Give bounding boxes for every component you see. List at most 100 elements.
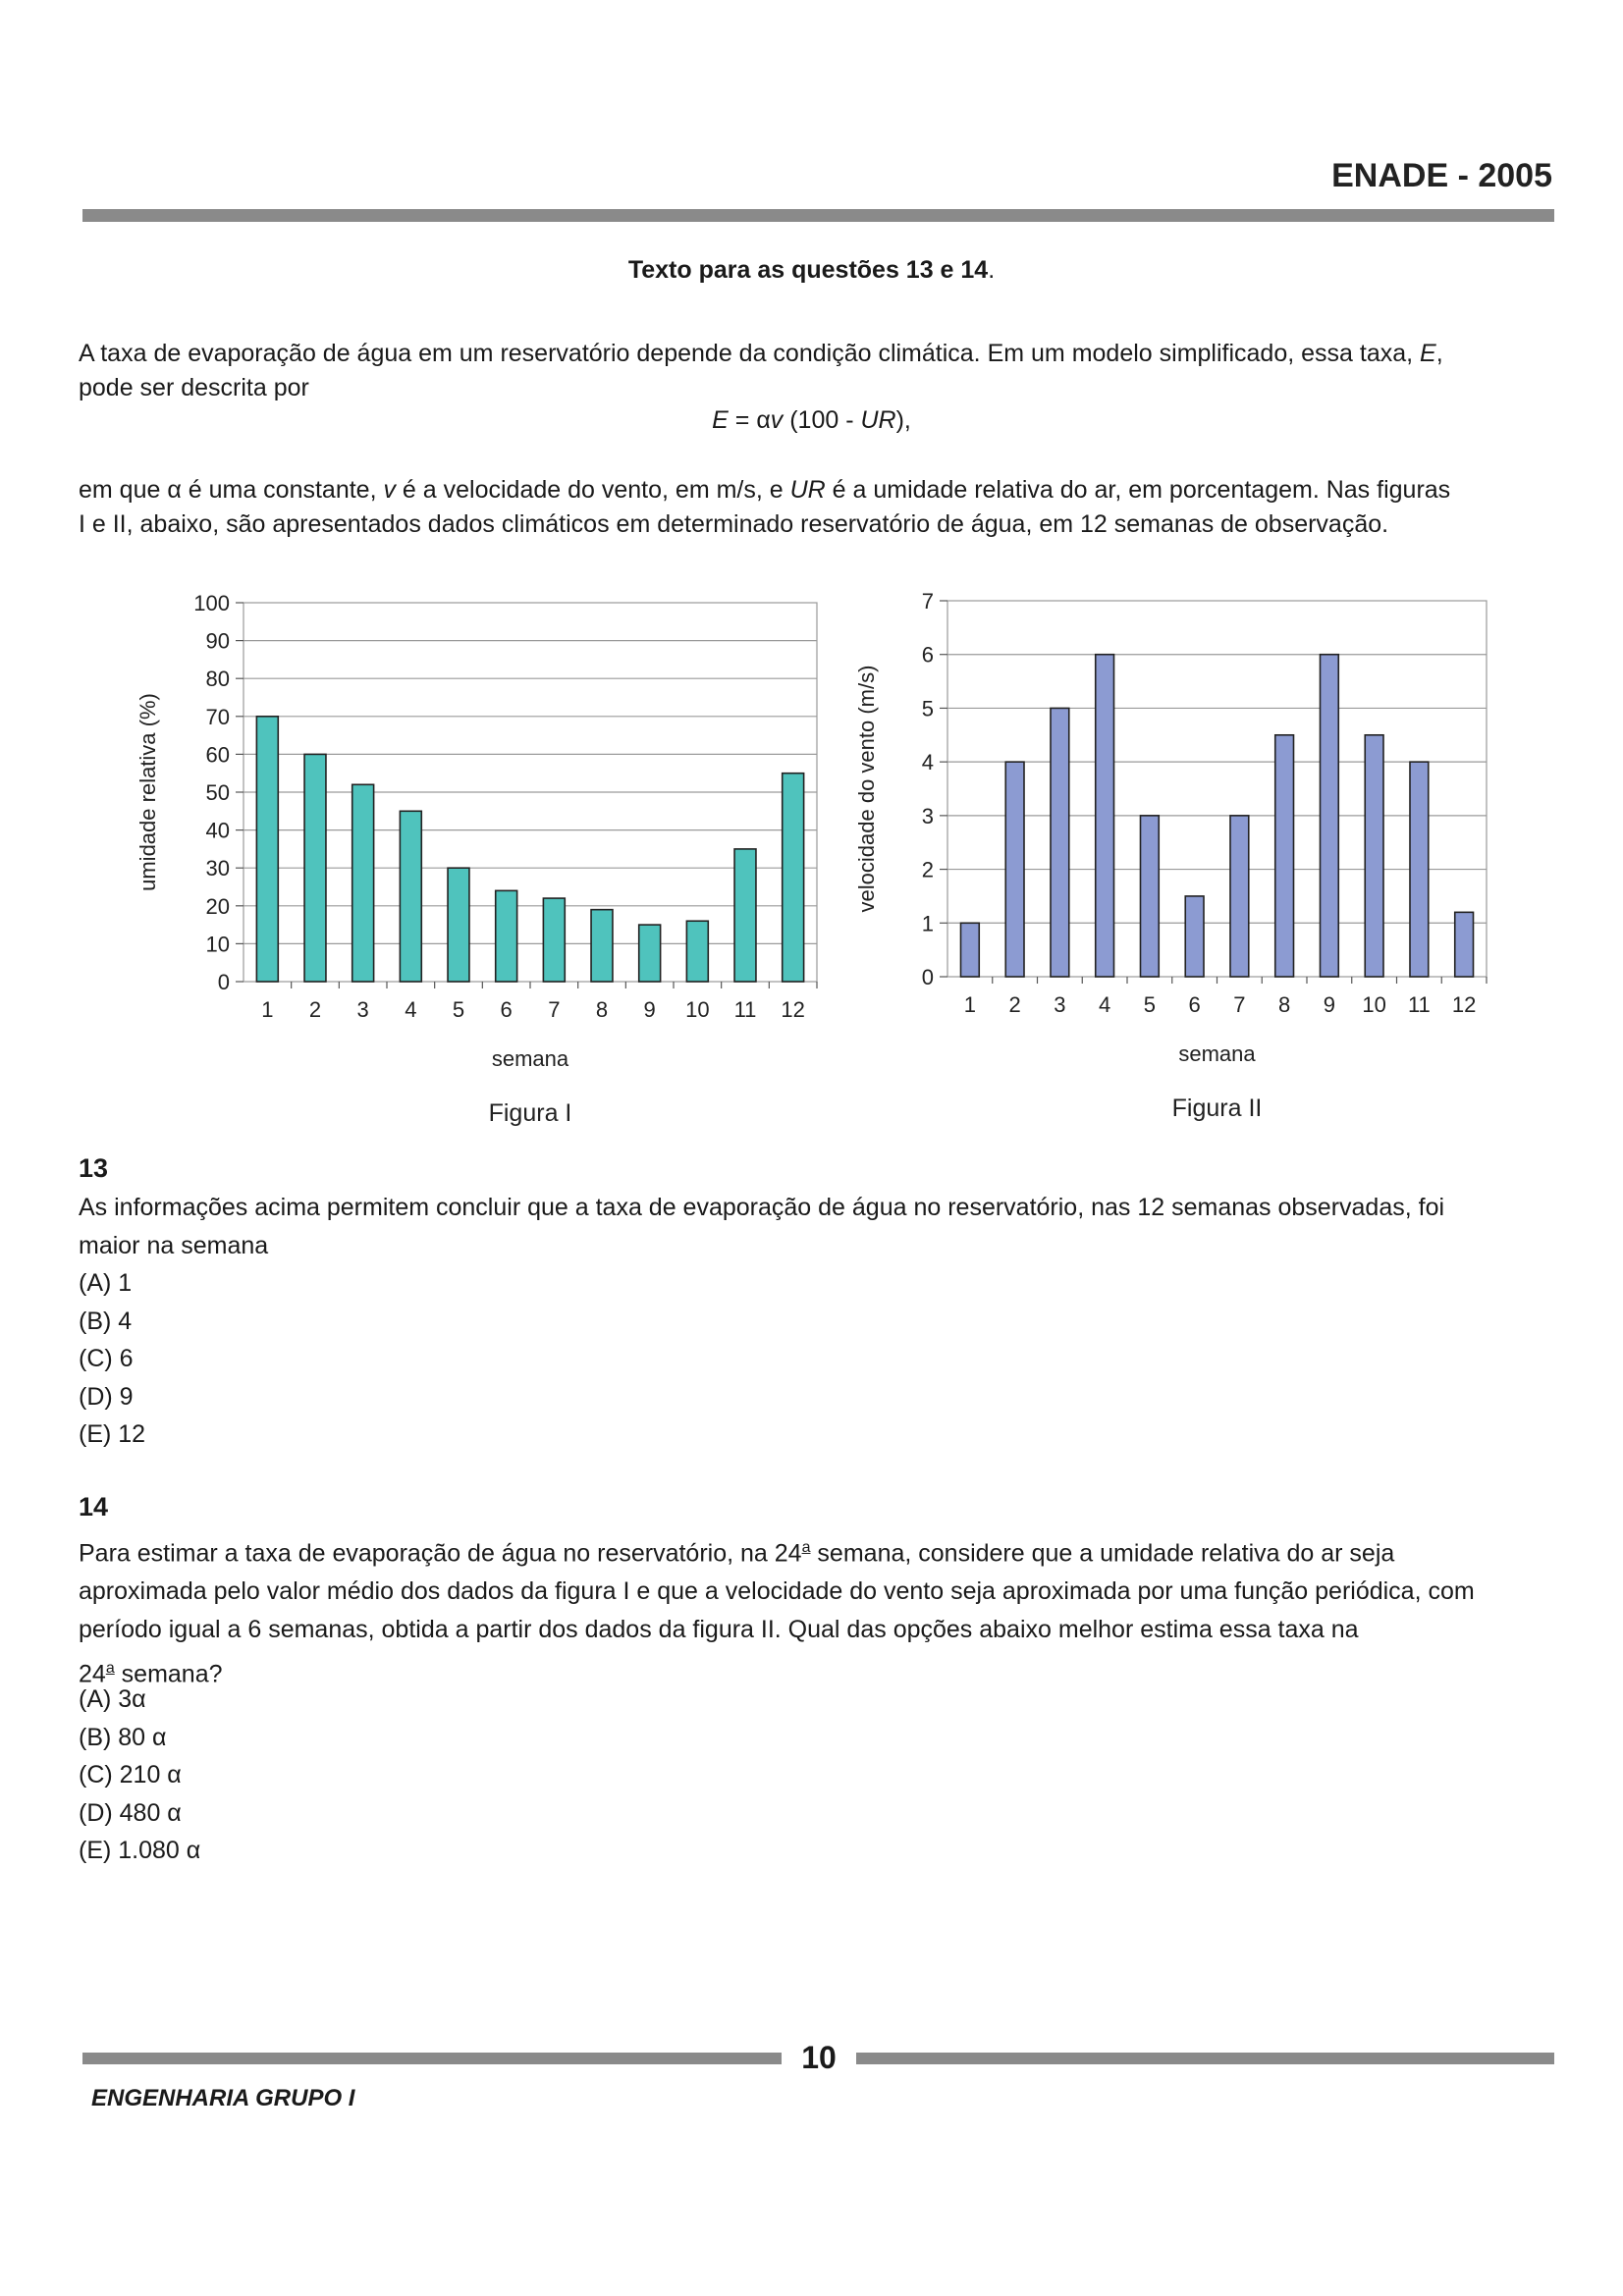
intro-paragraph: A taxa de evaporação de água em um reser… [79,337,1551,405]
y-axis-label: velocidade do vento (m/s) [854,666,879,913]
x-tick-label: 9 [1324,992,1335,1017]
bar [686,921,708,982]
y-tick-label: 20 [206,894,230,919]
y-tick-label: 40 [206,819,230,843]
bar [1275,735,1294,977]
bar [1051,708,1069,977]
footer-divider-right [856,2053,1554,2064]
question-14-line-4: 24a semana? [79,1649,1551,1693]
y-axis-label: umidade relativa (%) [135,693,160,891]
x-tick-label: 12 [1452,992,1476,1017]
bar [1320,655,1338,977]
question-14-line-1: Para estimar a taxa de evaporação de águ… [79,1528,1551,1573]
figure-caption: Figura II [1172,1095,1263,1122]
option-a: (A) 1 [79,1264,145,1303]
bar [1185,896,1204,977]
y-tick-label: 4 [922,750,934,774]
question-13-number: 13 [79,1153,108,1184]
y-tick-label: 6 [922,643,934,667]
figure-1-humidity-chart: 0102030405060708090100123456789101112sem… [118,579,844,1129]
y-tick-label: 1 [922,911,934,935]
page-number: 10 [782,2040,856,2076]
x-tick-label: 7 [548,997,560,1022]
figure-2-wind-chart: 01234567123456789101112semanavelocidade … [844,579,1532,1129]
x-tick-label: 2 [309,997,321,1022]
bar [1140,816,1159,977]
x-tick-label: 6 [1189,992,1201,1017]
y-tick-label: 7 [922,589,934,614]
question-13-line-1: As informações acima permitem concluir q… [79,1189,1551,1227]
bar [1410,762,1429,977]
bar [304,754,326,982]
x-tick-label: 3 [357,997,369,1022]
figure-caption: Figura I [489,1099,572,1127]
x-tick-label: 3 [1054,992,1065,1017]
footer-divider-left [82,2053,782,2064]
y-tick-label: 70 [206,705,230,729]
x-tick-label: 4 [405,997,416,1022]
definitions-paragraph: em que α é uma constante, v é a velocida… [79,473,1551,542]
option-d: (D) 480 α [79,1794,200,1833]
x-axis-label: semana [1178,1041,1256,1066]
section-heading: Texto para as questões 13 e 14. [0,256,1623,285]
y-tick-label: 0 [218,970,230,994]
bar [1365,735,1383,977]
question-14-options: (A) 3α (B) 80 α (C) 210 α (D) 480 α (E) … [79,1681,200,1870]
x-tick-label: 1 [261,997,273,1022]
bar [1230,816,1249,977]
question-13-text: As informações acima permitem concluir q… [79,1189,1551,1265]
x-tick-label: 6 [501,997,513,1022]
section-heading-text: Texto para as questões 13 e 14 [628,256,988,284]
bar [783,774,804,982]
x-tick-label: 11 [734,997,757,1022]
y-tick-label: 10 [206,932,230,956]
option-c: (C) 210 α [79,1756,200,1794]
bar [448,868,469,982]
question-14-text: Para estimar a taxa de evaporação de águ… [79,1528,1551,1694]
option-a: (A) 3α [79,1681,200,1719]
question-14-number: 14 [79,1492,108,1522]
bar [639,925,661,982]
x-tick-label: 10 [1362,992,1385,1017]
x-tick-label: 2 [1009,992,1021,1017]
question-14-line-2: aproximada pelo valor médio dos dados da… [79,1573,1551,1611]
y-tick-label: 60 [206,742,230,767]
x-tick-label: 12 [781,997,804,1022]
question-13-options: (A) 1 (B) 4 (C) 6 (D) 9 (E) 12 [79,1264,145,1454]
question-14-line-3: período igual a 6 semanas, obtida a part… [79,1611,1551,1649]
x-tick-label: 7 [1233,992,1245,1017]
option-d: (D) 9 [79,1378,145,1416]
bar [591,910,613,982]
intro-line-2: pode ser descrita por [79,371,1551,405]
y-tick-label: 3 [922,804,934,828]
x-tick-label: 5 [453,997,464,1022]
bar [1096,655,1114,977]
x-tick-label: 1 [964,992,976,1017]
x-tick-label: 5 [1144,992,1156,1017]
x-tick-label: 8 [596,997,608,1022]
bar [256,717,278,982]
equation: E = αv (100 - UR), [0,406,1623,435]
bar [1455,912,1474,977]
header-title: ENADE - 2005 [1331,157,1552,195]
bar [734,849,756,982]
y-tick-label: 5 [922,696,934,721]
x-tick-label: 4 [1099,992,1110,1017]
y-tick-label: 2 [922,858,934,882]
question-13-line-2: maior na semana [79,1227,1551,1265]
bar [352,784,374,982]
option-b: (B) 4 [79,1303,145,1341]
option-c: (C) 6 [79,1340,145,1378]
definitions-line-2: I e II, abaixo, são apresentados dados c… [79,507,1551,542]
x-tick-label: 10 [685,997,709,1022]
x-tick-label: 11 [1408,992,1431,1017]
y-tick-label: 50 [206,780,230,805]
footer-label: ENGENHARIA GRUPO I [91,2085,354,2112]
y-tick-label: 100 [193,591,230,615]
ordinal-mark: a [106,1660,115,1677]
y-tick-label: 0 [922,965,934,989]
plot-frame [947,601,1487,977]
bar [1005,762,1024,977]
x-tick-label: 9 [644,997,656,1022]
option-e: (E) 12 [79,1415,145,1454]
